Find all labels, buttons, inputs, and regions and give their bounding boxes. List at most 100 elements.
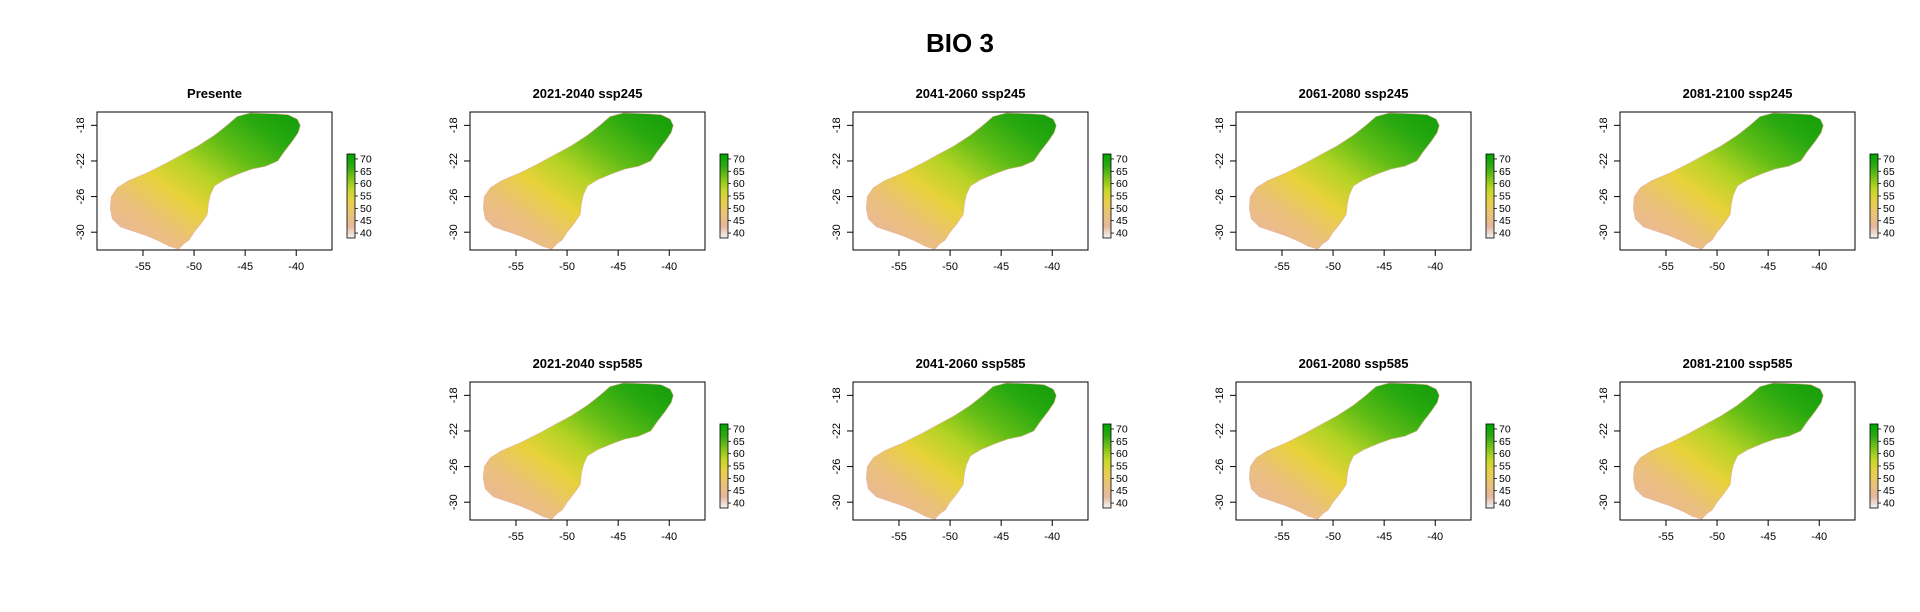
legend-label: 70 (1883, 153, 1895, 165)
x-tick-label: -40 (1044, 531, 1060, 543)
legend-colorbar (719, 423, 729, 509)
plot-frame (469, 111, 706, 251)
x-tick-label: -40 (1427, 531, 1443, 543)
y-tick-label: -30 (1214, 224, 1226, 240)
legend-label: 50 (1116, 473, 1128, 485)
legend-label: 55 (1116, 461, 1128, 473)
legend-label: 60 (733, 448, 745, 460)
x-tick-label: -45 (610, 531, 626, 543)
x-tick-label: -50 (942, 261, 958, 273)
legend-colorbar (1102, 153, 1112, 239)
legend-label: 55 (1499, 191, 1511, 203)
legend-label: 45 (360, 215, 372, 227)
legend-label: 50 (1116, 203, 1128, 215)
legend-label: 65 (1499, 436, 1511, 448)
y-tick-label: -26 (1214, 459, 1226, 475)
legend-label: 70 (1116, 423, 1128, 435)
plot-frame (1235, 111, 1472, 251)
map-panel: 2061-2080 ssp585 -55 -50 -45 -40 -18 -22 -26 -30… (1214, 356, 1511, 543)
y-tick-label: -18 (1598, 117, 1610, 133)
x-tick-label: -55 (508, 531, 524, 543)
legend-label: 50 (1499, 203, 1511, 215)
y-tick-label: -26 (1214, 189, 1226, 205)
legend-label: 50 (733, 203, 745, 215)
x-tick-label: -55 (135, 261, 151, 273)
plot-frame (852, 111, 1089, 251)
y-tick-label: -22 (831, 153, 843, 169)
y-tick-label: -18 (831, 387, 843, 403)
legend-label: 70 (1499, 153, 1511, 165)
y-tick-label: -26 (831, 189, 843, 205)
legend-colorbar (1869, 153, 1879, 239)
y-tick-label: -18 (1214, 117, 1226, 133)
legend-label: 45 (733, 485, 745, 497)
legend-colorbar (1869, 423, 1879, 509)
legend-label: 50 (1499, 473, 1511, 485)
legend-colorbar (719, 153, 729, 239)
x-tick-label: -50 (559, 531, 575, 543)
x-tick-label: -50 (186, 261, 202, 273)
legend-label: 55 (1883, 461, 1895, 473)
legend-label: 55 (733, 191, 745, 203)
y-tick-label: -18 (1598, 387, 1610, 403)
x-tick-label: -50 (559, 261, 575, 273)
legend-label: 65 (1883, 436, 1895, 448)
study-region (109, 112, 301, 250)
legend-label: 50 (1883, 203, 1895, 215)
y-tick-label: -22 (448, 153, 460, 169)
legend-label: 65 (733, 166, 745, 178)
legend-label: 40 (1116, 498, 1128, 510)
study-region (1248, 112, 1440, 250)
plot-frame (852, 381, 1089, 521)
study-region (1248, 382, 1440, 520)
legend-label: 70 (360, 153, 372, 165)
legend-label: 45 (1499, 485, 1511, 497)
legend-colorbar (1485, 153, 1495, 239)
y-tick-label: -30 (1598, 494, 1610, 510)
legend-label: 65 (1116, 166, 1128, 178)
y-tick-label: -26 (1598, 189, 1610, 205)
x-tick-label: -40 (661, 531, 677, 543)
panel-title: 2021-2040 ssp245 (533, 86, 643, 101)
legend-label: 60 (1116, 448, 1128, 460)
panel-title: 2061-2080 ssp585 (1299, 356, 1409, 371)
legend-label: 60 (1883, 178, 1895, 190)
legend-colorbar (346, 153, 356, 239)
study-region (865, 382, 1057, 520)
panel-title: 2061-2080 ssp245 (1299, 86, 1409, 101)
legend-label: 55 (1116, 191, 1128, 203)
y-tick-label: -18 (75, 117, 87, 133)
x-tick-label: -55 (891, 531, 907, 543)
panel-title: 2041-2060 ssp585 (916, 356, 1026, 371)
y-tick-label: -22 (1598, 423, 1610, 439)
legend-label: 70 (733, 423, 745, 435)
y-tick-label: -22 (1214, 423, 1226, 439)
x-tick-label: -40 (1044, 261, 1060, 273)
x-tick-label: -40 (661, 261, 677, 273)
legend-label: 65 (733, 436, 745, 448)
x-tick-label: -45 (1760, 531, 1776, 543)
y-tick-label: -26 (448, 459, 460, 475)
plot-frame (1619, 111, 1856, 251)
x-tick-label: -45 (1376, 261, 1392, 273)
page-title: BIO 3 (926, 28, 994, 58)
x-tick-label: -55 (1658, 531, 1674, 543)
legend-label: 55 (360, 191, 372, 203)
legend-label: 60 (1499, 178, 1511, 190)
map-panel: 2061-2080 ssp245 -55 -50 -45 -40 -18 -22 -26 -30… (1214, 86, 1511, 273)
study-region (482, 382, 674, 520)
legend-colorbar (1485, 423, 1495, 509)
map-panel: 2081-2100 ssp245 -55 -50 -45 -40 -18 -22 -26 -30… (1598, 86, 1895, 273)
x-tick-label: -45 (1376, 531, 1392, 543)
legend-label: 45 (1116, 485, 1128, 497)
legend-label: 45 (733, 215, 745, 227)
map-panel: 2041-2060 ssp245 -55 -50 -45 -40 -18 -22 -26 -30… (831, 86, 1128, 273)
x-tick-label: -50 (942, 531, 958, 543)
legend-label: 50 (733, 473, 745, 485)
x-tick-label: -40 (288, 261, 304, 273)
legend-label: 55 (1883, 191, 1895, 203)
legend-label: 65 (360, 166, 372, 178)
legend-label: 60 (1883, 448, 1895, 460)
y-tick-label: -30 (831, 494, 843, 510)
study-region (865, 112, 1057, 250)
